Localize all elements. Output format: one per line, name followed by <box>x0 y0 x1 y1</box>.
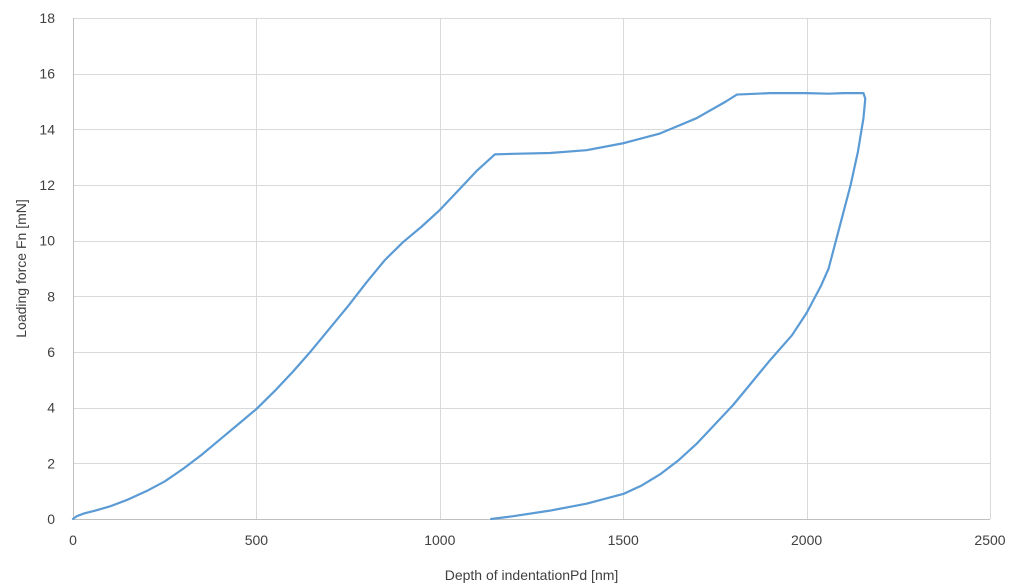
y-tick-label: 0 <box>47 511 55 527</box>
x-tick-label: 2500 <box>974 532 1005 548</box>
y-axis-title: Loading force Fn [mN] <box>13 199 29 338</box>
x-axis-title: Depth of indentationPd [nm] <box>445 567 619 583</box>
y-tick-label: 12 <box>39 177 55 193</box>
x-tick-label: 1500 <box>608 532 639 548</box>
grid-layer <box>73 18 991 519</box>
y-tick-label: 10 <box>39 233 55 249</box>
series-layer <box>71 92 867 521</box>
label-layer: Depth of indentationPd [nm] Loading forc… <box>13 10 1006 583</box>
x-tick-label: 0 <box>69 532 77 548</box>
y-tick-label: 4 <box>47 400 55 416</box>
series-line-0 <box>71 92 867 521</box>
axis-layer <box>73 18 990 520</box>
y-tick-label: 14 <box>39 121 55 137</box>
y-tick-label: 18 <box>39 10 55 26</box>
y-tick-label: 8 <box>47 288 55 304</box>
x-tick-label: 500 <box>245 532 269 548</box>
y-tick-label: 2 <box>47 455 55 471</box>
y-tick-label: 6 <box>47 344 55 360</box>
y-tick-label: 16 <box>39 66 55 82</box>
x-tick-label: 1000 <box>424 532 455 548</box>
x-tick-label: 2000 <box>791 532 822 548</box>
